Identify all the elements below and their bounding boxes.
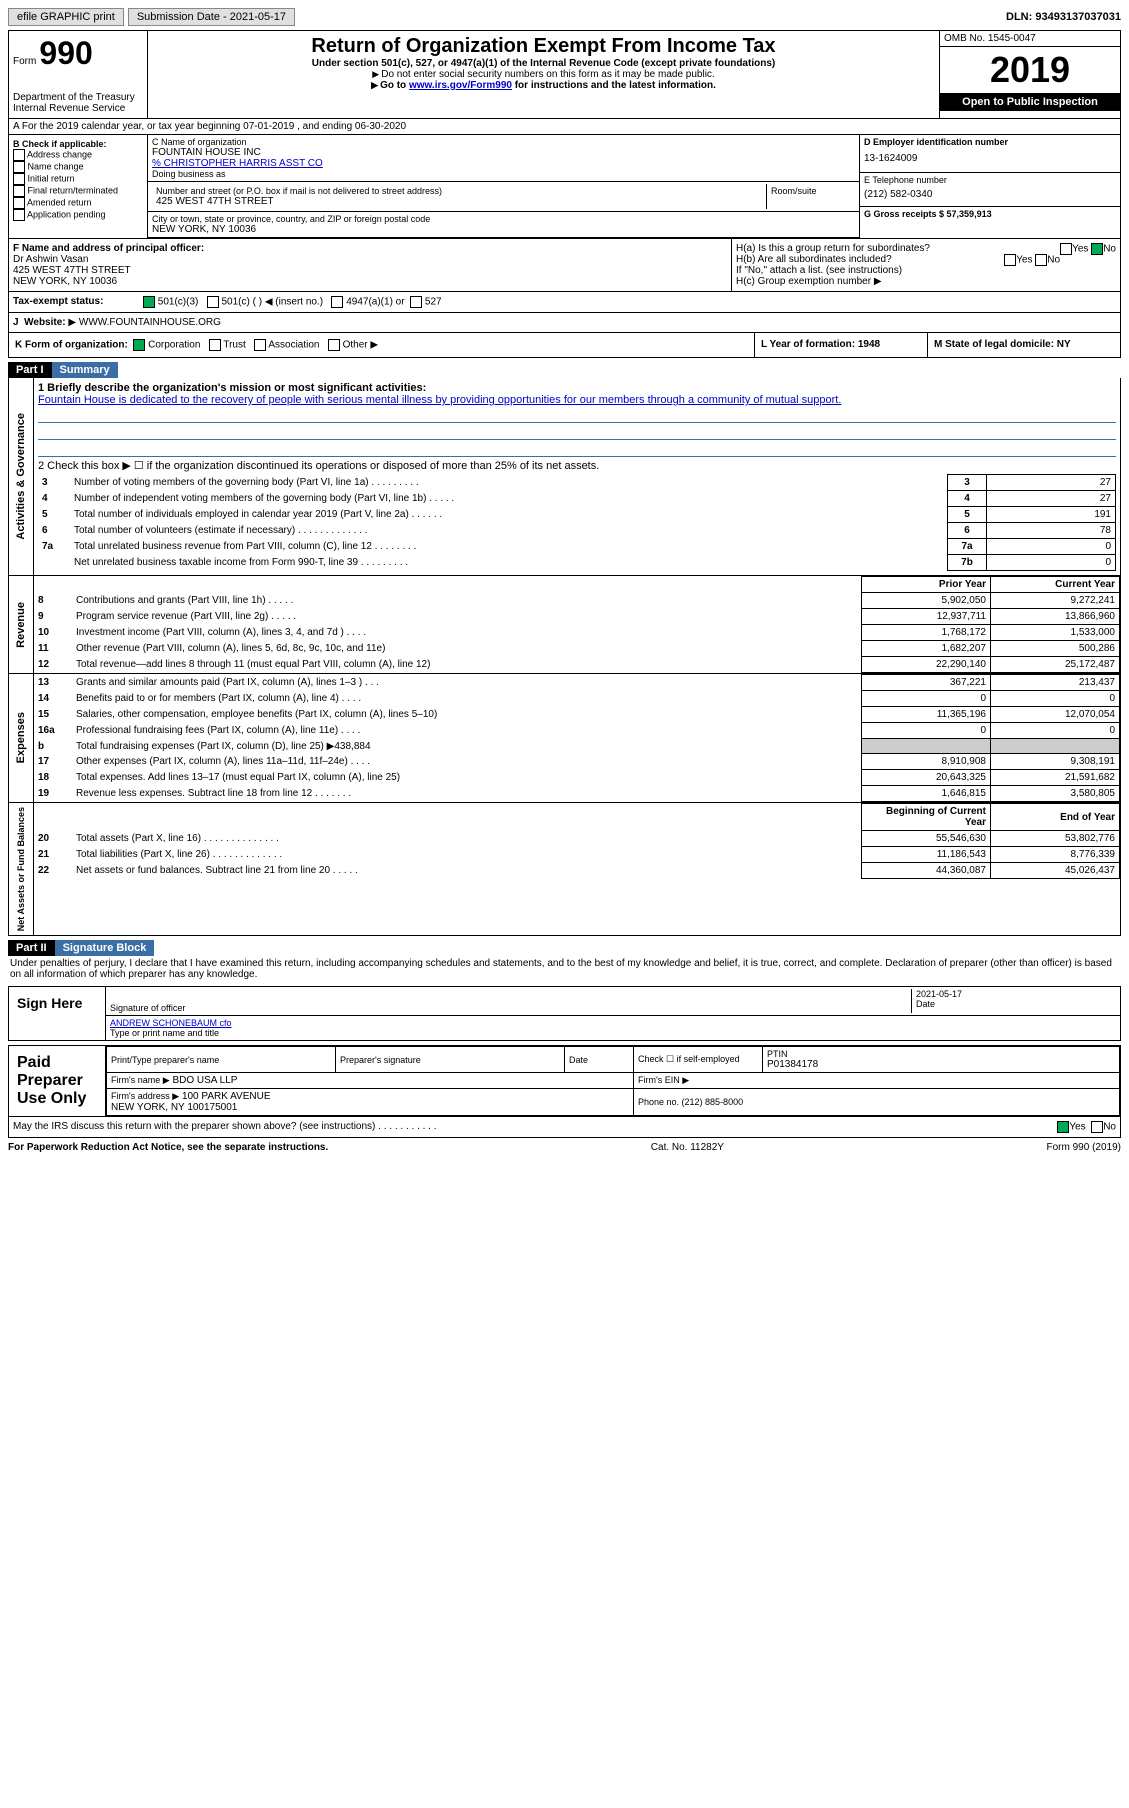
principal-officer: F Name and address of principal officer:…: [9, 239, 731, 291]
paid-preparer-label: Paid Preparer Use Only: [9, 1046, 106, 1116]
table-row: 19Revenue less expenses. Subtract line 1…: [34, 786, 1120, 802]
form-title: Return of Organization Exempt From Incom…: [152, 35, 935, 58]
ein-label: D Employer identification number: [864, 137, 1116, 147]
org-name-label: C Name of organization: [152, 137, 855, 147]
checkbox-item[interactable]: Application pending: [13, 209, 143, 221]
end-year-header: End of Year: [991, 804, 1120, 831]
vlabel-revenue: Revenue: [13, 598, 29, 652]
line-2-discontinue: 2 Check this box ▶ ☐ if the organization…: [38, 459, 1116, 472]
addr-label: Number and street (or P.O. box if mail i…: [156, 186, 762, 196]
officer-name[interactable]: ANDREW SCHONEBAUM cfo: [110, 1018, 1116, 1028]
care-of[interactable]: % CHRISTOPHER HARRIS ASST CO: [152, 158, 855, 169]
table-row: 8Contributions and grants (Part VIII, li…: [34, 593, 1120, 609]
tax-exempt-row: Tax-exempt status: 501(c)(3) 501(c) ( ) …: [8, 292, 1121, 313]
table-row: 10Investment income (Part VIII, column (…: [34, 625, 1120, 641]
city-state-zip: NEW YORK, NY 10036: [152, 224, 855, 235]
website-row: J Website: ▶ WWW.FOUNTAINHOUSE.ORG: [8, 313, 1121, 333]
paid-preparer-block: Paid Preparer Use Only Print/Type prepar…: [8, 1045, 1121, 1117]
vlabel-net-assets: Net Assets or Fund Balances: [14, 803, 28, 935]
sign-here-label: Sign Here: [9, 987, 106, 1040]
sign-here-block: Sign Here Signature of officer 2021-05-1…: [8, 986, 1121, 1041]
mission-question: 1 Briefly describe the organization's mi…: [38, 382, 1116, 394]
table-row: 11Other revenue (Part VIII, column (A), …: [34, 641, 1120, 657]
omb-label: OMB No. 1545-0047: [940, 31, 1120, 47]
table-row: 14Benefits paid to or for members (Part …: [34, 691, 1120, 707]
firm-addr1: 100 PARK AVENUE: [182, 1091, 271, 1102]
table-row: bTotal fundraising expenses (Part IX, co…: [34, 739, 1120, 754]
table-row: 22Net assets or fund balances. Subtract …: [34, 863, 1120, 879]
header-info-section: B Check if applicable: Address change Na…: [8, 135, 1121, 239]
current-year-header: Current Year: [991, 577, 1120, 593]
prior-year-header: Prior Year: [862, 577, 991, 593]
table-row: Net unrelated business taxable income fr…: [38, 555, 1116, 571]
table-row: 13Grants and similar amounts paid (Part …: [34, 675, 1120, 691]
table-row: 21Total liabilities (Part X, line 26) . …: [34, 847, 1120, 863]
table-row: 20Total assets (Part X, line 16) . . . .…: [34, 831, 1120, 847]
mission-text[interactable]: Fountain House is dedicated to the recov…: [38, 394, 1116, 406]
phone-label: E Telephone number: [864, 175, 1116, 185]
table-row: 5Total number of individuals employed in…: [38, 507, 1116, 523]
table-row: 18Total expenses. Add lines 13–17 (must …: [34, 770, 1120, 786]
table-row: 15Salaries, other compensation, employee…: [34, 707, 1120, 723]
table-row: 17Other expenses (Part IX, column (A), l…: [34, 754, 1120, 770]
table-row: 16aProfessional fundraising fees (Part I…: [34, 723, 1120, 739]
table-row: 3Number of voting members of the governi…: [38, 475, 1116, 491]
form-of-org: K Form of organization: Corporation Trus…: [9, 333, 754, 357]
room-label: Room/suite: [771, 186, 851, 196]
city-label: City or town, state or province, country…: [152, 214, 855, 224]
discuss-row: May the IRS discuss this return with the…: [8, 1117, 1121, 1138]
checkbox-item[interactable]: Address change: [13, 149, 143, 161]
tax-year: 2019: [940, 47, 1120, 93]
firm-phone: Phone no. (212) 885-8000: [638, 1097, 743, 1107]
ein-value: 13-1624009: [864, 147, 1116, 170]
firm-addr2: NEW YORK, NY 100175001: [111, 1102, 237, 1113]
part1-header: Part ISummary: [8, 362, 1121, 378]
form-sub2: Do not enter social security numbers on …: [152, 69, 935, 80]
submission-date-button[interactable]: Submission Date - 2021-05-17: [128, 8, 295, 26]
vlabel-expenses: Expenses: [13, 708, 29, 767]
form-number: 990: [39, 35, 92, 71]
table-row: 7aTotal unrelated business revenue from …: [38, 539, 1116, 555]
page-footer: For Paperwork Reduction Act Notice, see …: [8, 1142, 1121, 1153]
gross-receipts: G Gross receipts $ 57,359,913: [864, 209, 1116, 219]
form-label: Form: [13, 56, 36, 67]
penalties-text: Under penalties of perjury, I declare th…: [8, 956, 1121, 982]
phone-value: (212) 582-0340: [864, 185, 1116, 204]
form-header: Form 990 Department of the Treasury Inte…: [8, 30, 1121, 119]
form-sub3: Go to www.irs.gov/Form990 for instructio…: [152, 80, 935, 91]
checkbox-item[interactable]: Final return/terminated: [13, 185, 143, 197]
efile-button[interactable]: efile GRAPHIC print: [8, 8, 124, 26]
state-domicile: M State of legal domicile: NY: [927, 333, 1120, 357]
street-address: 425 WEST 47TH STREET: [156, 196, 762, 207]
vlabel-governance: Activities & Governance: [13, 409, 29, 544]
dln-label: DLN: 93493137037031: [1006, 11, 1121, 23]
form-sub1: Under section 501(c), 527, or 4947(a)(1)…: [152, 58, 935, 69]
checkbox-item[interactable]: Name change: [13, 161, 143, 173]
year-formation: L Year of formation: 1948: [754, 333, 927, 357]
table-row: 6Total number of volunteers (estimate if…: [38, 523, 1116, 539]
table-row: 9Program service revenue (Part VIII, lin…: [34, 609, 1120, 625]
irs-link[interactable]: www.irs.gov/Form990: [409, 80, 512, 91]
checkbox-item[interactable]: Amended return: [13, 197, 143, 209]
checkbox-item[interactable]: Initial return: [13, 173, 143, 185]
top-toolbar: efile GRAPHIC print Submission Date - 20…: [8, 8, 1121, 26]
dba-label: Doing business as: [152, 169, 855, 179]
sign-date: 2021-05-17: [916, 989, 1116, 999]
firm-name: BDO USA LLP: [172, 1075, 237, 1086]
group-return: H(a) Is this a group return for subordin…: [731, 239, 1120, 291]
row-a-tax-year: A For the 2019 calendar year, or tax yea…: [8, 119, 1121, 135]
dept-label: Department of the Treasury Internal Reve…: [13, 92, 143, 114]
part2-header: Part IISignature Block: [8, 940, 1121, 956]
table-row: 12Total revenue—add lines 8 through 11 (…: [34, 657, 1120, 673]
begin-year-header: Beginning of Current Year: [862, 804, 991, 831]
ptin-value: P01384178: [767, 1059, 1115, 1070]
public-inspection-label: Open to Public Inspection: [940, 93, 1120, 111]
org-name: FOUNTAIN HOUSE INC: [152, 147, 855, 158]
col-b-checkboxes: B Check if applicable: Address change Na…: [9, 135, 148, 238]
table-row: 4Number of independent voting members of…: [38, 491, 1116, 507]
